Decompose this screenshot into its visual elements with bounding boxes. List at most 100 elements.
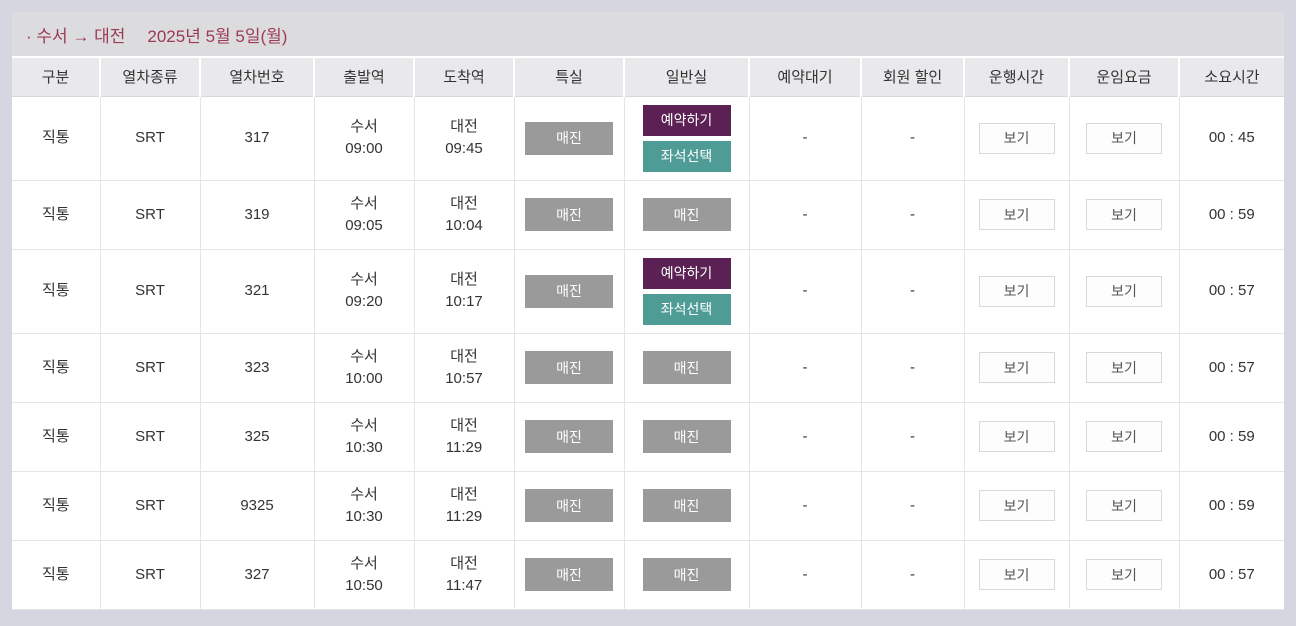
cell-reservation-wait: - bbox=[749, 471, 862, 541]
cell-departure-text: 수서 09:00 bbox=[345, 118, 383, 157]
cell-first-class: 매진 bbox=[514, 471, 625, 541]
column-header-6: 특실 bbox=[513, 58, 624, 97]
reserve-button[interactable]: 예약하기 bbox=[642, 257, 731, 289]
cell-arrival-text: 대전 11:29 bbox=[445, 485, 483, 525]
view-fare-button[interactable]: 보기 bbox=[1086, 275, 1162, 307]
view-schedule-button[interactable]: 보기 bbox=[978, 199, 1055, 230]
cell-train-number: 317 bbox=[200, 96, 315, 181]
cell-duration: 00 : 45 bbox=[1179, 96, 1284, 181]
view-schedule-button[interactable]: 보기 bbox=[978, 490, 1055, 521]
column-header-4: 출발역 bbox=[313, 58, 414, 97]
cell-departure: 수서 09:05 bbox=[314, 180, 415, 250]
cell-train-kind: SRT bbox=[100, 96, 201, 181]
cell-reservation-wait: - bbox=[749, 96, 862, 181]
cell-arrival: 대전 11:47 bbox=[414, 540, 515, 610]
cell-reservation-wait: - bbox=[749, 180, 862, 250]
column-header-3: 열차번호 bbox=[199, 58, 314, 97]
cell-standard-class: 매진 bbox=[624, 333, 750, 403]
soldout-button: 매진 bbox=[525, 274, 613, 308]
view-schedule-button[interactable]: 보기 bbox=[978, 275, 1055, 307]
soldout-button: 매진 bbox=[642, 420, 731, 453]
cell-train-kind: SRT bbox=[100, 180, 201, 250]
cell-standard-class: 매진 bbox=[624, 402, 750, 472]
table-row: 직통 SRT 317 수서 09:00 대전 09:45 매진 예약하기 좌석선택 - - 보기 보기 00… bbox=[12, 96, 1284, 181]
view-schedule-button[interactable]: 보기 bbox=[978, 352, 1055, 383]
cell-fare: 보기 bbox=[1069, 540, 1180, 610]
cell-member-discount: - bbox=[861, 471, 965, 541]
cell-train-kind: SRT bbox=[100, 471, 201, 541]
cell-departure-text: 수서 10:30 bbox=[345, 416, 383, 456]
cell-schedule: 보기 bbox=[964, 96, 1070, 181]
view-fare-button[interactable]: 보기 bbox=[1086, 199, 1162, 230]
table-row: 직통 SRT 9325 수서 10:30 대전 11:29 매진 매진 - - 보기 보기 00 : 59 bbox=[12, 471, 1284, 541]
view-schedule-button[interactable]: 보기 bbox=[978, 559, 1055, 590]
cell-fare: 보기 bbox=[1069, 180, 1180, 250]
cell-first-class: 매진 bbox=[514, 249, 625, 334]
title-bar: · 수서 → 대전 2025년 5월 5일(월) bbox=[12, 12, 1284, 58]
column-header-7: 일반실 bbox=[623, 58, 749, 97]
view-fare-button[interactable]: 보기 bbox=[1086, 490, 1162, 521]
cell-fare: 보기 bbox=[1069, 333, 1180, 403]
table-row: 직통 SRT 323 수서 10:00 대전 10:57 매진 매진 - - 보기 보기 00 : 57 bbox=[12, 333, 1284, 403]
cell-reservation-wait: - bbox=[749, 402, 862, 472]
cell-schedule: 보기 bbox=[964, 540, 1070, 610]
column-header-12: 소요시간 bbox=[1178, 58, 1284, 97]
cell-route-type: 직통 bbox=[12, 180, 101, 250]
train-timetable: 구분 열차종류 열차번호 출발역 도착역 특실 일반실 예약대기 회원 할인 운행시간 운임요금 소요… bbox=[12, 58, 1284, 610]
cell-first-class: 매진 bbox=[514, 540, 625, 610]
cell-schedule: 보기 bbox=[964, 471, 1070, 541]
cell-member-discount: - bbox=[861, 333, 965, 403]
cell-departure-text: 수서 09:20 bbox=[345, 271, 383, 310]
soldout-button: 매진 bbox=[642, 351, 731, 384]
column-header-11: 운임요금 bbox=[1068, 58, 1179, 97]
cell-train-kind: SRT bbox=[100, 540, 201, 610]
view-fare-button[interactable]: 보기 bbox=[1086, 559, 1162, 590]
cell-member-discount: - bbox=[861, 402, 965, 472]
cell-arrival: 대전 09:45 bbox=[414, 96, 515, 181]
cell-arrival: 대전 11:29 bbox=[414, 402, 515, 472]
cell-standard-class: 매진 bbox=[624, 180, 750, 250]
cell-departure: 수서 10:50 bbox=[314, 540, 415, 610]
cell-departure-text: 수서 10:00 bbox=[345, 347, 383, 387]
cell-schedule: 보기 bbox=[964, 180, 1070, 250]
cell-duration: 00 : 57 bbox=[1179, 333, 1284, 403]
cell-fare: 보기 bbox=[1069, 96, 1180, 181]
view-fare-button[interactable]: 보기 bbox=[1086, 122, 1162, 154]
cell-arrival: 대전 10:17 bbox=[414, 249, 515, 334]
view-schedule-button[interactable]: 보기 bbox=[978, 122, 1055, 154]
cell-departure: 수서 10:30 bbox=[314, 471, 415, 541]
travel-date: 2025년 5월 5일(월) bbox=[147, 26, 288, 46]
cell-departure: 수서 10:00 bbox=[314, 333, 415, 403]
cell-fare: 보기 bbox=[1069, 471, 1180, 541]
cell-fare: 보기 bbox=[1069, 402, 1180, 472]
header-row: 구분 열차종류 열차번호 출발역 도착역 특실 일반실 예약대기 회원 할인 운행시간 운임요금 소요… bbox=[12, 58, 1284, 97]
seat-select-button[interactable]: 좌석선택 bbox=[642, 293, 731, 325]
soldout-button: 매진 bbox=[642, 558, 731, 591]
cell-arrival-text: 대전 09:45 bbox=[445, 118, 483, 157]
cell-train-number: 321 bbox=[200, 249, 315, 334]
cell-first-class: 매진 bbox=[514, 180, 625, 250]
reserve-button[interactable]: 예약하기 bbox=[642, 104, 731, 136]
view-fare-button[interactable]: 보기 bbox=[1086, 421, 1162, 452]
view-fare-button[interactable]: 보기 bbox=[1086, 352, 1162, 383]
cell-first-class: 매진 bbox=[514, 333, 625, 403]
cell-departure-text: 수서 10:50 bbox=[345, 554, 383, 594]
table-row: 직통 SRT 325 수서 10:30 대전 11:29 매진 매진 - - 보기 보기 00 : 59 bbox=[12, 402, 1284, 472]
seat-select-button[interactable]: 좌석선택 bbox=[642, 140, 731, 172]
cell-route-type: 직통 bbox=[12, 249, 101, 334]
soldout-button: 매진 bbox=[525, 351, 613, 384]
cell-duration: 00 : 59 bbox=[1179, 402, 1284, 472]
cell-train-kind: SRT bbox=[100, 402, 201, 472]
column-header-9: 회원 할인 bbox=[860, 58, 964, 97]
cell-member-discount: - bbox=[861, 540, 965, 610]
cell-arrival-text: 대전 11:29 bbox=[445, 416, 483, 456]
cell-arrival: 대전 10:57 bbox=[414, 333, 515, 403]
cell-duration: 00 : 57 bbox=[1179, 540, 1284, 610]
soldout-button: 매진 bbox=[525, 420, 613, 453]
cell-arrival-text: 대전 11:47 bbox=[445, 554, 483, 594]
cell-departure: 수서 10:30 bbox=[314, 402, 415, 472]
view-schedule-button[interactable]: 보기 bbox=[978, 421, 1055, 452]
